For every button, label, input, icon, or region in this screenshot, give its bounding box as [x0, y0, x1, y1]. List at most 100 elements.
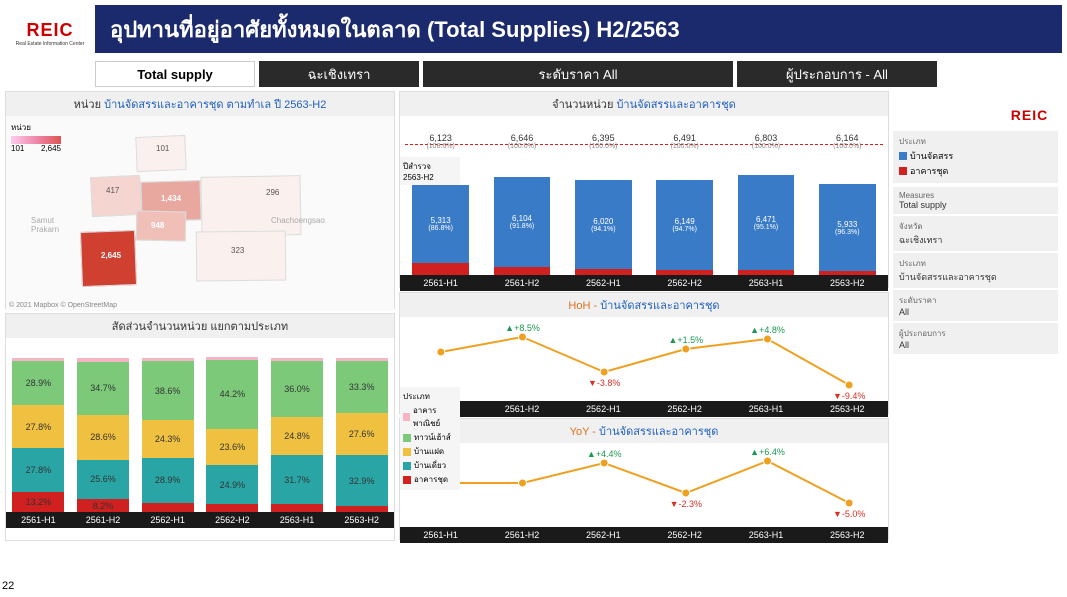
map-region-label: 417: [106, 186, 119, 195]
map-copyright: © 2021 Mapbox © OpenStreetMap: [9, 302, 117, 309]
stacked-segment[interactable]: 28.6%: [77, 415, 129, 459]
line-label: ▼-2.3%: [670, 499, 702, 509]
map-region-shape[interactable]: [135, 135, 186, 172]
stacked-segment[interactable]: 24.9%: [206, 465, 258, 504]
stacked-segment[interactable]: [206, 504, 258, 512]
stacked-segment[interactable]: 13.2%: [12, 492, 64, 512]
line-point[interactable]: [600, 459, 608, 467]
stacked-segment[interactable]: 31.7%: [271, 455, 323, 504]
line-point[interactable]: [682, 345, 690, 353]
stacked-segment[interactable]: 24.8%: [271, 417, 323, 455]
line-point[interactable]: [519, 479, 527, 487]
logo: REIC Real Estate Information Center: [15, 13, 85, 53]
map-region-label: 2,645: [101, 251, 121, 260]
stacked-segment[interactable]: 32.9%: [336, 455, 388, 506]
line-label: ▼-3.8%: [588, 378, 620, 388]
legend-item: บ้านจัดสรร: [899, 149, 1052, 163]
line-point[interactable]: [519, 333, 527, 341]
yoy-title: YoY - บ้านจัดสรรและอาคารชุด: [400, 419, 888, 443]
axis-label: 2562-H2: [644, 527, 725, 543]
side-filter-box[interactable]: ประเภทบ้านจัดสรรและอาคารชุด: [893, 253, 1058, 288]
side-filter-box[interactable]: MeasuresTotal supply: [893, 187, 1058, 214]
legend-right: ประเภท บ้านจัดสรรอาคารชุด: [893, 131, 1058, 183]
line-label: ▲+4.8%: [750, 325, 785, 335]
stacked-slot: 28.9%27.8%27.8%13.2%: [6, 342, 71, 512]
line-point[interactable]: [764, 457, 772, 465]
line-label: ▼-5.0%: [833, 509, 865, 519]
yoy-body: ▲+4.4%▼-2.3%▲+6.4%▼-5.0% 2561-H12561-H22…: [400, 443, 888, 543]
logo-text: REIC: [26, 20, 73, 41]
stacked-segment[interactable]: 24.3%: [142, 420, 194, 458]
stacked-segment[interactable]: 33.3%: [336, 361, 388, 413]
stacked-segment[interactable]: 38.6%: [142, 361, 194, 421]
stacked-slot: 44.2%23.6%24.9%: [200, 342, 265, 512]
bar-segment-blue[interactable]: 6,149(94.7%): [656, 180, 713, 270]
stacked-segment[interactable]: 36.0%: [271, 361, 323, 417]
stacked-segment[interactable]: [142, 503, 194, 512]
axis-label: 2561-H1: [6, 512, 71, 528]
map-neighbor-label: Samut Prakarn: [31, 216, 59, 234]
stacked-segment[interactable]: 27.8%: [12, 405, 64, 448]
axis-label: 2563-H2: [807, 401, 888, 417]
logo-subtitle: Real Estate Information Center: [16, 41, 85, 47]
stacked-segment[interactable]: 23.6%: [206, 429, 258, 466]
stacked-chart-panel: สัดส่วนจำนวนหน่วย แยกตามประเภท 28.9%27.8…: [5, 313, 395, 541]
stacked-segment[interactable]: 34.7%: [77, 362, 129, 416]
line-label: ▲+4.4%: [587, 449, 622, 459]
stacked-body: 28.9%27.8%27.8%13.2%34.7%28.6%25.6%8.2%3…: [6, 338, 394, 528]
line-point[interactable]: [437, 348, 445, 356]
stacked-title: สัดส่วนจำนวนหน่วย แยกตามประเภท: [6, 314, 394, 338]
stacked-segment[interactable]: 28.9%: [142, 458, 194, 503]
line-point[interactable]: [845, 499, 853, 507]
map-neighbor-label: Chachoengsao: [271, 216, 325, 225]
filter-operator[interactable]: ผู้ประกอบการ - All: [737, 61, 937, 87]
stacked-segment[interactable]: [271, 504, 323, 512]
axis-label: 2561-H2: [481, 275, 562, 291]
bar-segment-blue[interactable]: 6,471(95.1%): [738, 175, 795, 270]
filter-total-supply[interactable]: Total supply: [95, 61, 255, 87]
line-point[interactable]: [682, 489, 690, 497]
bar-total-label: 6,164(100.0%): [807, 133, 888, 150]
axis-label: 2561-H1: [400, 527, 481, 543]
bar-segment-blue[interactable]: 5,933(96.3%): [819, 184, 876, 271]
map-region-label: 296: [266, 188, 279, 197]
axis-label: 2562-H1: [135, 512, 200, 528]
stacked-segment[interactable]: 27.8%: [12, 448, 64, 491]
side-filter-box[interactable]: จังหวัดฉะเชิงเทรา: [893, 216, 1058, 251]
axis-label: 2562-H2: [644, 275, 725, 291]
map-panel: หน่วย บ้านจัดสรรและอาคารชุด ตามทำเล ปี 2…: [5, 91, 395, 309]
bar-segment-red[interactable]: [412, 263, 469, 275]
page-number: 22: [2, 580, 14, 592]
legend-item: บ้านแฝด: [403, 445, 457, 458]
bar-segment-blue[interactable]: 6,104(91.8%): [494, 177, 551, 267]
filter-province[interactable]: ฉะเชิงเทรา: [259, 61, 419, 87]
stacked-segment[interactable]: 25.6%: [77, 460, 129, 500]
line-point[interactable]: [764, 335, 772, 343]
stacked-segment[interactable]: 8.2%: [77, 499, 129, 512]
line-label: ▲+6.4%: [750, 447, 785, 457]
map-region-shape[interactable]: [196, 231, 287, 282]
bar-total-label: 6,395(100.0%): [563, 133, 644, 150]
bars-body: 6,123(108.6%)5,313(86.8%)6,646(100.0%)6,…: [400, 116, 888, 291]
map-region-label: 1,434: [161, 194, 181, 203]
legend-item: อาคารพาณิชย์: [403, 404, 457, 430]
bar-chart-panel: จำนวนหน่วย บ้านจัดสรรและอาคารชุด 6,123(1…: [399, 91, 889, 288]
map-region-shape[interactable]: [90, 175, 142, 217]
stacked-segment[interactable]: 27.6%: [336, 413, 388, 456]
stacked-slot: 38.6%24.3%28.9%: [135, 342, 200, 512]
map-region-shape[interactable]: [200, 175, 301, 237]
bar-total-label: 6,803(100.0%): [725, 133, 806, 150]
bar-segment-blue[interactable]: 6,020(94.1%): [575, 180, 632, 269]
stacked-segment[interactable]: 28.9%: [12, 361, 64, 406]
line-point[interactable]: [600, 368, 608, 376]
stacked-segment[interactable]: 44.2%: [206, 360, 258, 429]
axis-label: 2562-H1: [563, 401, 644, 417]
line-point[interactable]: [845, 381, 853, 389]
side-filter-box[interactable]: ระดับราคาAll: [893, 290, 1058, 321]
bar-segment-blue[interactable]: 5,313(86.8%): [412, 185, 469, 263]
bar-segment-red[interactable]: [494, 267, 551, 275]
side-filter-box[interactable]: ผู้ประกอบการAll: [893, 323, 1058, 354]
map-body[interactable]: หน่วย 101 2,645 © 2021 Mapbox © OpenStre…: [6, 116, 394, 311]
filter-price[interactable]: ระดับราคา All: [423, 61, 733, 87]
axis-label: 2563-H1: [725, 401, 806, 417]
